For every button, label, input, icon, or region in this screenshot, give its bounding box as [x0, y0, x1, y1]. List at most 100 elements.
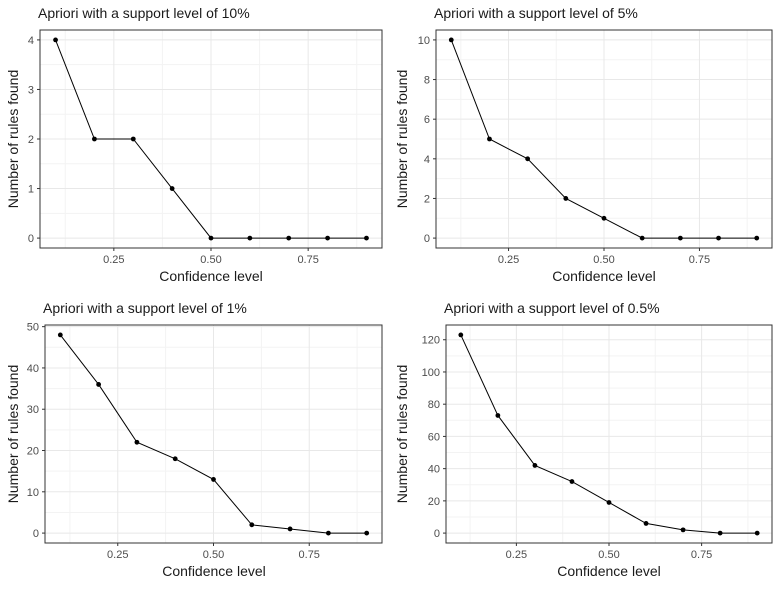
data-point [286, 235, 292, 241]
series-points [53, 37, 369, 241]
y-tick-label: 8 [424, 75, 430, 87]
data-point [458, 332, 464, 338]
y-tick-label: 4 [28, 35, 34, 47]
data-point [495, 413, 501, 418]
y-tick-labels: 0 2 4 6 8 10 [418, 35, 430, 245]
data-point [287, 526, 293, 532]
y-tick-label: 10 [418, 35, 430, 47]
data-point [716, 235, 721, 241]
data-point [532, 463, 538, 468]
x-tick-label: 0.50 [598, 549, 619, 561]
data-point [563, 196, 569, 201]
x-tick-label: 0.75 [297, 254, 318, 266]
chart-title: Apriori with a support level of 1% [43, 300, 247, 316]
chart-title: Apriori with a support level of 0.5% [444, 300, 660, 316]
y-tick-label: 6 [424, 114, 430, 126]
data-point [601, 215, 607, 221]
y-tick-label: 0 [28, 233, 34, 245]
x-tick-label: 0.75 [299, 549, 320, 561]
y-tick-labels: 0 20 40 60 80 100 120 [422, 335, 440, 540]
data-point [211, 477, 216, 482]
data-point [92, 136, 97, 142]
data-point [569, 479, 575, 484]
chart-title: Apriori with a support level of 5% [434, 5, 638, 21]
x-tick-label: 0.25 [107, 549, 128, 561]
x-axis-title: Confidence level [162, 563, 266, 579]
data-point [325, 530, 331, 536]
data-point [754, 530, 760, 536]
x-tick-label: 0.75 [691, 549, 712, 561]
x-tick-label: 0.50 [203, 549, 224, 561]
y-tick-label: 0 [33, 528, 39, 540]
y-axis-title: Number of rules found [394, 364, 410, 504]
data-point [249, 522, 255, 528]
y-tick-label: 60 [428, 431, 440, 443]
x-tick-labels: 0.25 0.50 0.75 [103, 254, 319, 266]
y-tick-label: 4 [424, 154, 430, 166]
data-point [57, 332, 63, 338]
chart-title: Apriori with a support level of 10% [38, 5, 250, 21]
axis-ticks [42, 326, 310, 546]
y-tick-label: 30 [27, 404, 39, 416]
data-point [53, 37, 58, 43]
data-point [325, 235, 330, 241]
series-points [57, 332, 370, 536]
x-tick-labels: 0.25 0.50 0.75 [107, 549, 320, 561]
data-point [169, 186, 175, 191]
y-tick-label: 2 [424, 193, 430, 205]
data-point [134, 439, 140, 445]
y-tick-label: 3 [28, 84, 34, 96]
axis-ticks [443, 339, 703, 546]
x-tick-label: 0.25 [103, 254, 124, 266]
x-axis-title: Confidence level [552, 268, 656, 284]
y-tick-label: 100 [422, 367, 440, 379]
x-tick-label: 0.25 [498, 254, 519, 266]
y-tick-label: 0 [434, 528, 440, 540]
x-axis-title: Confidence level [159, 268, 263, 284]
x-tick-label: 0.75 [689, 254, 710, 266]
x-axis-title: Confidence level [557, 563, 661, 579]
data-point [208, 235, 214, 241]
data-point [677, 235, 683, 241]
data-point [364, 235, 369, 241]
data-point [364, 530, 370, 536]
x-tick-labels: 0.25 0.50 0.75 [506, 549, 713, 561]
axis-ticks [433, 39, 700, 251]
y-tick-label: 40 [428, 464, 440, 476]
data-point [717, 530, 723, 536]
chart-canvas: 0.25 0.50 0.75 0 10 20 30 40 50 [27, 322, 383, 561]
series-points [458, 332, 760, 536]
data-point [754, 235, 760, 241]
y-tick-label: 0 [424, 233, 430, 245]
axis-ticks [37, 39, 309, 251]
x-tick-label: 0.25 [506, 549, 527, 561]
y-tick-labels: 0 10 20 30 40 50 [27, 322, 39, 540]
y-tick-label: 120 [422, 335, 440, 347]
y-tick-label: 50 [27, 322, 39, 334]
y-tick-label: 20 [428, 496, 440, 508]
chart-apriori-support-1pct: 0.25 0.50 0.75 0 10 20 30 40 50 Apriori with a s… [0, 295, 389, 590]
data-point [680, 527, 686, 533]
y-tick-label: 20 [27, 446, 39, 458]
data-point [130, 136, 136, 142]
y-tick-label: 1 [28, 184, 34, 196]
data-point [643, 521, 649, 526]
chart-canvas: 0.25 0.50 0.75 0 20 40 60 80 100 120 [422, 324, 773, 561]
y-axis-title: Number of rules found [394, 69, 410, 209]
x-tick-label: 0.50 [593, 254, 614, 266]
data-point [172, 456, 178, 462]
chart-canvas: 0.25 0.50 0.75 0 2 4 6 8 10 [418, 29, 773, 266]
y-tick-label: 2 [28, 134, 34, 146]
data-point [606, 500, 612, 505]
data-point [487, 136, 492, 142]
chart-apriori-support-0-5pct: 0.25 0.50 0.75 0 20 40 60 80 100 120 Apriori with… [389, 295, 779, 590]
x-tick-label: 0.50 [200, 254, 221, 266]
data-point [96, 382, 102, 387]
y-tick-label: 80 [428, 399, 440, 411]
chart-apriori-support-10pct: 0.25 0.50 0.75 0 1 2 3 4 Apriori with a support… [0, 0, 389, 295]
data-point [525, 156, 531, 162]
y-tick-label: 10 [27, 487, 39, 499]
y-axis-title: Number of rules found [5, 69, 21, 209]
data-point [639, 235, 645, 241]
